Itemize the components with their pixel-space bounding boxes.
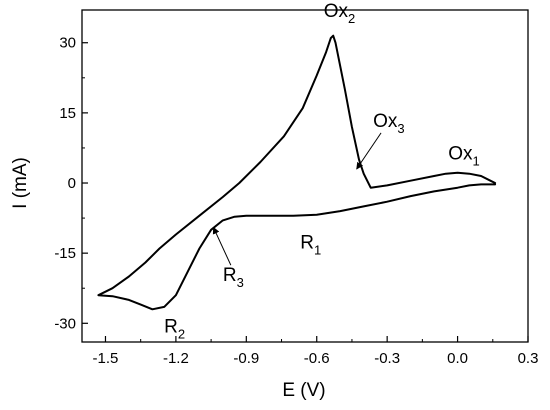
plot-area: -1.5 -1.2 -0.9 -0.6 -0.3 0.0 0.3 -30 -15 0 15 30 Ox2… — [54, 1, 538, 367]
x-tick-label: -0.9 — [233, 350, 259, 367]
peak-label-r3: R3 — [223, 265, 244, 290]
peak-label-ox2: Ox2 — [324, 1, 356, 26]
x-tick-label: -0.6 — [304, 350, 330, 367]
peak-label-ox1: Ox1 — [448, 144, 480, 169]
peak-arrow — [212, 226, 232, 266]
x-tick-label: 0.3 — [518, 350, 539, 367]
peak-label-r1: R1 — [300, 232, 321, 257]
cv-curve — [97, 34, 497, 311]
peak-label-r2: R2 — [164, 317, 185, 342]
x-tick-label: -1.5 — [93, 350, 119, 367]
peak-arrow — [356, 132, 382, 170]
x-axis-label: E (V) — [282, 380, 325, 401]
x-tick-label: 0.0 — [447, 350, 468, 367]
peak-label-ox3: Ox3 — [373, 111, 405, 136]
y-tick-label: 30 — [59, 35, 76, 52]
x-tick-label: -1.2 — [163, 350, 189, 367]
y-tick-label: -15 — [54, 245, 76, 262]
plot-frame — [81, 9, 529, 343]
y-tick-label: 0 — [68, 175, 76, 192]
x-tick-label: -0.3 — [374, 350, 400, 367]
y-tick-label: 15 — [59, 105, 76, 122]
y-tick-label: -30 — [54, 315, 76, 332]
y-axis-label: I (mA) — [10, 157, 31, 209]
